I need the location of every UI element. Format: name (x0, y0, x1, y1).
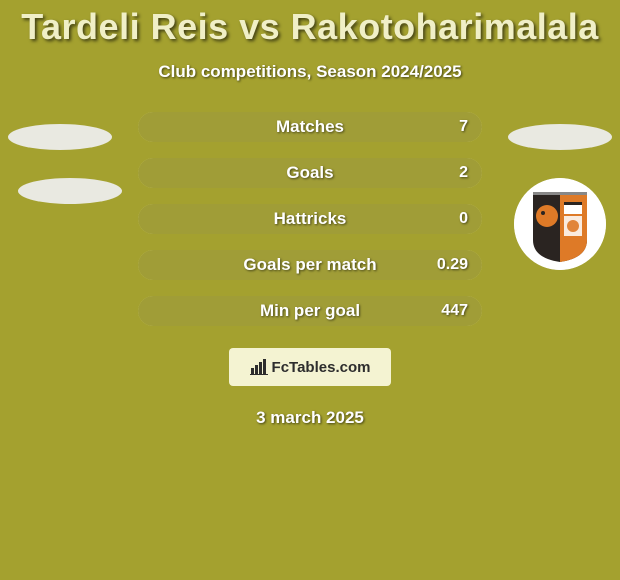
club-badge-icon (514, 178, 606, 270)
stat-bar-label: Goals (138, 158, 482, 188)
stat-bar-goals: Goals 2 (138, 158, 482, 188)
stat-bar-value: 0.29 (437, 250, 468, 280)
date-text: 3 march 2025 (0, 408, 620, 428)
stat-bar-label: Matches (138, 112, 482, 142)
site-badge-text: FcTables.com (272, 359, 371, 376)
right-player-marker-1 (508, 124, 612, 150)
stat-bar-matches: Matches 7 (138, 112, 482, 142)
club-badge (514, 178, 606, 270)
stats-bars: Matches 7 Goals 2 Hattricks 0 Goals per … (138, 112, 482, 326)
stat-bar-hattricks: Hattricks 0 (138, 204, 482, 234)
stat-bar-value: 7 (459, 112, 468, 142)
stat-bar-value: 0 (459, 204, 468, 234)
stat-bar-goals-per-match: Goals per match 0.29 (138, 250, 482, 280)
site-badge: FcTables.com (229, 348, 391, 386)
bar-chart-icon (250, 359, 268, 375)
subtitle: Club competitions, Season 2024/2025 (0, 62, 620, 82)
stat-bar-min-per-goal: Min per goal 447 (138, 296, 482, 326)
stat-bar-label: Min per goal (138, 296, 482, 326)
page-title: Tardeli Reis vs Rakotoharimalala (0, 0, 620, 48)
left-player-marker-1 (8, 124, 112, 150)
stat-bar-label: Hattricks (138, 204, 482, 234)
left-player-marker-2 (18, 178, 122, 204)
infographic-canvas: Tardeli Reis vs Rakotoharimalala Club co… (0, 0, 620, 580)
stat-bar-value: 447 (441, 296, 468, 326)
stat-bar-value: 2 (459, 158, 468, 188)
stat-bar-label: Goals per match (138, 250, 482, 280)
